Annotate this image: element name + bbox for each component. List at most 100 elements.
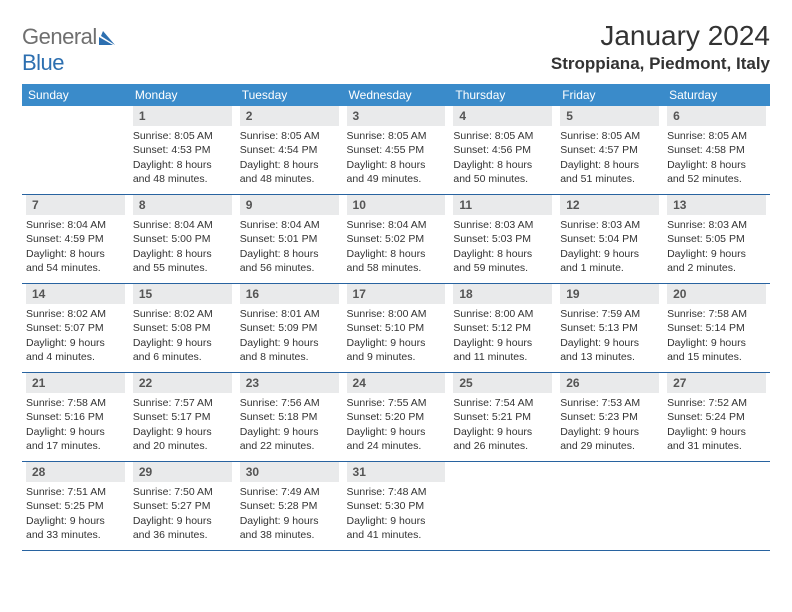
day-info-line: and 36 minutes. — [133, 528, 232, 542]
logo: General Blue — [22, 24, 121, 76]
day-info-line: Sunset: 5:08 PM — [133, 321, 232, 335]
day-info-line: Sunset: 5:10 PM — [347, 321, 446, 335]
day-info-line: Sunrise: 8:02 AM — [133, 307, 232, 321]
day-number: 30 — [240, 462, 339, 482]
logo-icon — [99, 29, 121, 50]
day-info-line: Sunset: 5:18 PM — [240, 410, 339, 424]
day-info-line: and 22 minutes. — [240, 439, 339, 453]
day-info-line: Sunrise: 7:48 AM — [347, 485, 446, 499]
day-info-line: and 52 minutes. — [667, 172, 766, 186]
day-info-line: and 48 minutes. — [133, 172, 232, 186]
day-info-line: Sunrise: 7:54 AM — [453, 396, 552, 410]
day-info-line: Sunset: 5:12 PM — [453, 321, 552, 335]
day-info-line: Sunrise: 8:01 AM — [240, 307, 339, 321]
calendar-cell: 2Sunrise: 8:05 AMSunset: 4:54 PMDaylight… — [236, 106, 343, 195]
day-info-line: and 4 minutes. — [26, 350, 125, 364]
day-number: 7 — [26, 195, 125, 215]
day-info-line: Daylight: 9 hours — [240, 336, 339, 350]
day-info-line: Daylight: 9 hours — [453, 336, 552, 350]
day-number: 1 — [133, 106, 232, 126]
day-info-line: Sunrise: 8:00 AM — [453, 307, 552, 321]
day-info-line: Daylight: 8 hours — [26, 247, 125, 261]
day-info-line: Sunrise: 7:52 AM — [667, 396, 766, 410]
calendar-row: 7Sunrise: 8:04 AMSunset: 4:59 PMDaylight… — [22, 195, 770, 284]
day-info-line: and 59 minutes. — [453, 261, 552, 275]
day-info-line: Daylight: 9 hours — [667, 425, 766, 439]
calendar-cell: 8Sunrise: 8:04 AMSunset: 5:00 PMDaylight… — [129, 195, 236, 284]
page-title: January 2024 — [551, 20, 770, 52]
day-info-line: and 33 minutes. — [26, 528, 125, 542]
day-info-line: Sunset: 5:25 PM — [26, 499, 125, 513]
calendar: SundayMondayTuesdayWednesdayThursdayFrid… — [22, 84, 770, 551]
day-info-line: and 20 minutes. — [133, 439, 232, 453]
day-header: Tuesday — [236, 84, 343, 106]
day-header: Monday — [129, 84, 236, 106]
header: General Blue January 2024 Stroppiana, Pi… — [22, 20, 770, 76]
day-info-line: and 11 minutes. — [453, 350, 552, 364]
day-info-line: Sunrise: 8:04 AM — [240, 218, 339, 232]
day-info-line: Sunset: 5:21 PM — [453, 410, 552, 424]
day-info-line: Daylight: 9 hours — [133, 425, 232, 439]
calendar-cell: 1Sunrise: 8:05 AMSunset: 4:53 PMDaylight… — [129, 106, 236, 195]
day-info-line: and 56 minutes. — [240, 261, 339, 275]
day-info-line: Sunset: 5:07 PM — [26, 321, 125, 335]
day-number: 23 — [240, 373, 339, 393]
calendar-cell: 19Sunrise: 7:59 AMSunset: 5:13 PMDayligh… — [556, 284, 663, 373]
logo-word-2: Blue — [22, 50, 64, 75]
day-info-line: Sunset: 4:54 PM — [240, 143, 339, 157]
day-info-line: Sunset: 5:05 PM — [667, 232, 766, 246]
day-info-line: Daylight: 9 hours — [560, 336, 659, 350]
day-info-line: Sunrise: 8:03 AM — [453, 218, 552, 232]
day-number: 16 — [240, 284, 339, 304]
day-number: 3 — [347, 106, 446, 126]
day-info-line: Sunset: 5:13 PM — [560, 321, 659, 335]
day-header: Saturday — [663, 84, 770, 106]
logo-text: General Blue — [22, 24, 121, 76]
day-info-line: Sunset: 5:09 PM — [240, 321, 339, 335]
day-info-line: Sunrise: 7:53 AM — [560, 396, 659, 410]
day-info-line: Sunset: 4:53 PM — [133, 143, 232, 157]
day-info-line: and 8 minutes. — [240, 350, 339, 364]
day-info-line: Daylight: 8 hours — [667, 158, 766, 172]
calendar-row: 14Sunrise: 8:02 AMSunset: 5:07 PMDayligh… — [22, 284, 770, 373]
calendar-cell: 31Sunrise: 7:48 AMSunset: 5:30 PMDayligh… — [343, 462, 450, 551]
day-info-line: and 9 minutes. — [347, 350, 446, 364]
calendar-cell: 15Sunrise: 8:02 AMSunset: 5:08 PMDayligh… — [129, 284, 236, 373]
calendar-cell: 23Sunrise: 7:56 AMSunset: 5:18 PMDayligh… — [236, 373, 343, 462]
day-info-line: and 51 minutes. — [560, 172, 659, 186]
calendar-cell: 9Sunrise: 8:04 AMSunset: 5:01 PMDaylight… — [236, 195, 343, 284]
day-info-line: Sunrise: 7:51 AM — [26, 485, 125, 499]
day-number: 5 — [560, 106, 659, 126]
day-info-line: Daylight: 9 hours — [560, 425, 659, 439]
day-info-line: Sunset: 4:55 PM — [347, 143, 446, 157]
day-info-line: Sunrise: 8:05 AM — [453, 129, 552, 143]
calendar-cell: 22Sunrise: 7:57 AMSunset: 5:17 PMDayligh… — [129, 373, 236, 462]
day-info-line: Daylight: 8 hours — [347, 158, 446, 172]
header-right: January 2024 Stroppiana, Piedmont, Italy — [551, 20, 770, 74]
day-info-line: Sunset: 5:24 PM — [667, 410, 766, 424]
day-info-line: and 24 minutes. — [347, 439, 446, 453]
day-info-line: Sunset: 5:23 PM — [560, 410, 659, 424]
day-info-line: Daylight: 9 hours — [133, 514, 232, 528]
calendar-cell: 27Sunrise: 7:52 AMSunset: 5:24 PMDayligh… — [663, 373, 770, 462]
day-info-line: Daylight: 8 hours — [347, 247, 446, 261]
day-info-line: Sunrise: 8:04 AM — [133, 218, 232, 232]
calendar-cell — [556, 462, 663, 551]
calendar-cell: 12Sunrise: 8:03 AMSunset: 5:04 PMDayligh… — [556, 195, 663, 284]
day-info-line: Sunset: 5:28 PM — [240, 499, 339, 513]
calendar-cell: 6Sunrise: 8:05 AMSunset: 4:58 PMDaylight… — [663, 106, 770, 195]
day-info-line: Sunrise: 8:04 AM — [26, 218, 125, 232]
calendar-cell: 10Sunrise: 8:04 AMSunset: 5:02 PMDayligh… — [343, 195, 450, 284]
day-info-line: Sunrise: 8:05 AM — [667, 129, 766, 143]
day-info-line: Daylight: 8 hours — [240, 247, 339, 261]
day-info-line: Sunrise: 7:55 AM — [347, 396, 446, 410]
day-info-line: Sunrise: 8:03 AM — [667, 218, 766, 232]
day-number: 25 — [453, 373, 552, 393]
day-info-line: and 48 minutes. — [240, 172, 339, 186]
day-info-line: Sunrise: 7:57 AM — [133, 396, 232, 410]
day-number: 19 — [560, 284, 659, 304]
day-number: 24 — [347, 373, 446, 393]
calendar-cell: 26Sunrise: 7:53 AMSunset: 5:23 PMDayligh… — [556, 373, 663, 462]
calendar-cell: 5Sunrise: 8:05 AMSunset: 4:57 PMDaylight… — [556, 106, 663, 195]
day-info-line: Daylight: 9 hours — [26, 514, 125, 528]
